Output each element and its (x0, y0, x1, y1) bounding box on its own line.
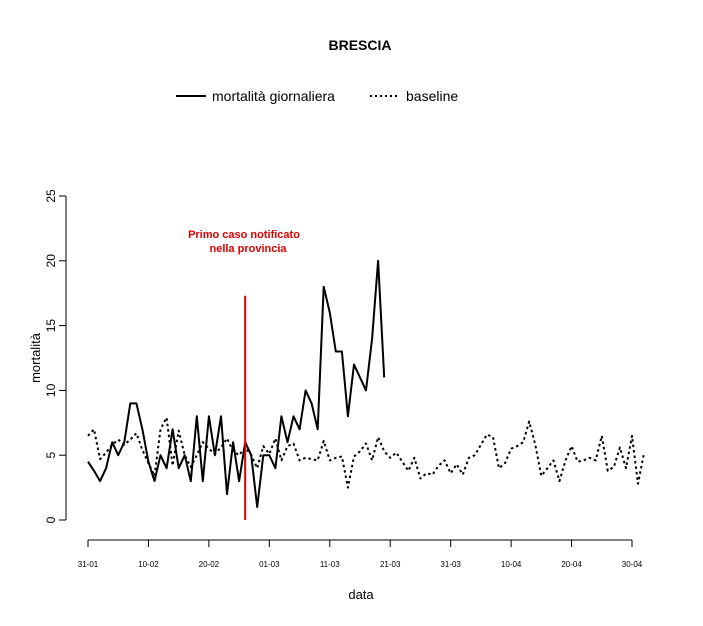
y-tick-label: 10 (44, 383, 58, 397)
y-tick-label: 20 (44, 254, 58, 268)
x-tick-label: 20-04 (561, 560, 582, 569)
x-tick-label: 20-02 (199, 560, 220, 569)
x-axis-label: data (348, 587, 374, 602)
y-tick-label: 15 (44, 319, 58, 333)
series-layer (87, 259, 646, 508)
x-tick-label: 10-04 (501, 560, 522, 569)
axes: 0 5 10 15 20 25 31-01 10-02 20-02 01-03 11-03 21-03… (44, 189, 643, 569)
y-axis-label: mortalità (28, 332, 43, 383)
x-tick-label: 01-03 (259, 560, 280, 569)
y-tick-label: 25 (44, 189, 58, 203)
annotation-layer: Primo caso notificato nella provincia (188, 229, 300, 520)
annotation-line1: Primo caso notificato (188, 229, 300, 241)
x-tick-label: 11-03 (320, 560, 340, 569)
baseline-series-line (87, 416, 646, 489)
legend-label-baseline: baseline (406, 88, 458, 104)
annotation-line2: nella provincia (209, 243, 287, 255)
y-tick-label: 0 (44, 516, 58, 523)
x-tick-label: 31-01 (78, 560, 99, 569)
mortalita-series-line (87, 259, 386, 508)
x-tick-label: 31-03 (440, 560, 461, 569)
y-tick-label: 5 (44, 452, 58, 459)
legend: mortalità giornaliera baseline (176, 88, 458, 104)
legend-label-mortalita: mortalità giornaliera (212, 88, 335, 104)
x-tick-label: 30-04 (622, 560, 643, 569)
x-tick-label: 21-03 (380, 560, 401, 569)
x-tick-label: 10-02 (138, 560, 159, 569)
chart-title: BRESCIA (328, 37, 391, 53)
